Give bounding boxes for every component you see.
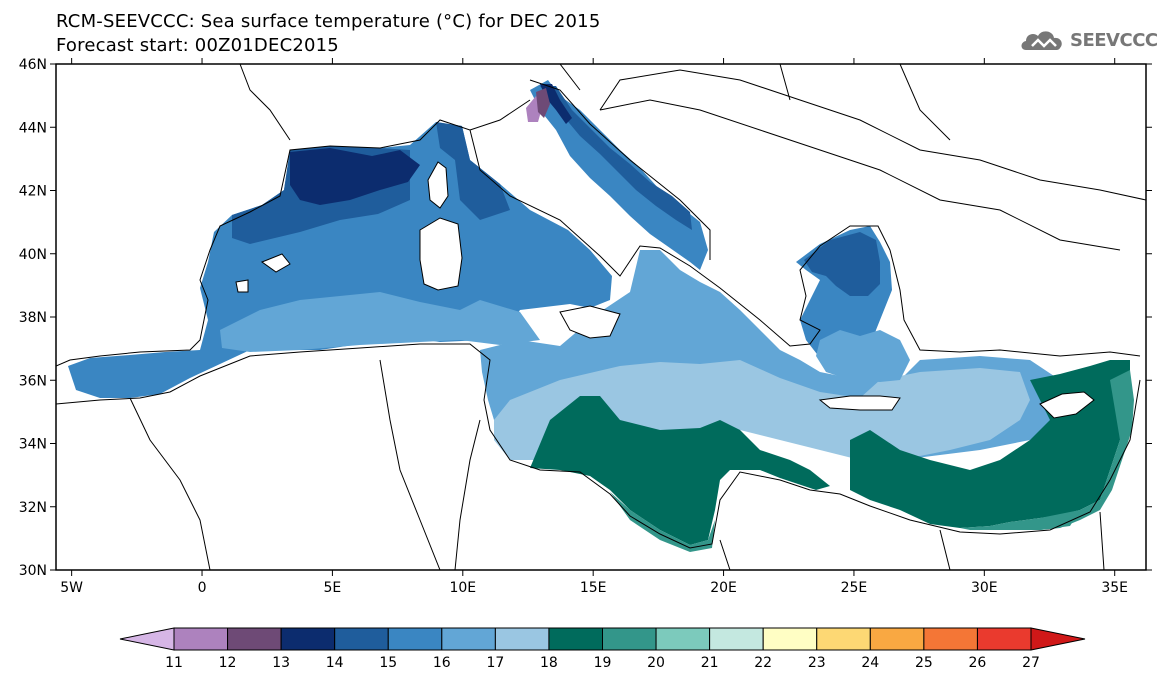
- colorbar-box: [387, 627, 443, 651]
- lon-tick-label: 5W: [60, 580, 83, 596]
- algerian-basin-17: [220, 292, 540, 352]
- north-aegean-15: [804, 232, 880, 296]
- lon-tick-label: 25E: [841, 580, 868, 596]
- lon-tick-label: 30E: [971, 580, 998, 596]
- colorbar-label: 20: [647, 655, 665, 671]
- lon-tick-label: 20E: [710, 580, 737, 596]
- colorbar-label: 15: [379, 655, 397, 671]
- sicily: [559, 305, 621, 339]
- colorbar-box: [602, 627, 657, 651]
- gulf-of-sidra-20: [610, 492, 715, 552]
- south-aegean-17: [816, 330, 910, 382]
- lon-tick-label: 35E: [1101, 580, 1128, 596]
- colorbar-label: 11: [165, 655, 183, 671]
- colorbar: 11 12 13 14 15 16 17 18 19 20 21 22 23 24 25 26 27: [119, 627, 1086, 671]
- sardinia: [419, 217, 463, 291]
- colorbar-box: [923, 627, 978, 651]
- colorbar-box: [869, 627, 925, 651]
- colorbar-label: 26: [969, 655, 987, 671]
- colorbar-box: [762, 627, 818, 651]
- lon-tick-label: 0: [198, 580, 207, 596]
- colorbar-box: [173, 627, 229, 651]
- map-title: RCM-SEEVCCC: Sea surface temperature (°C…: [56, 11, 601, 32]
- nile-delta-20: [960, 510, 1080, 530]
- coastlines: [56, 64, 1146, 570]
- colorbar-label: 14: [326, 655, 344, 671]
- adriatic-15: [540, 86, 692, 230]
- lon-tick-label: 15E: [580, 580, 607, 596]
- forecast-start-label: Forecast start: 00Z01DEC2015: [56, 35, 339, 56]
- north-adriatic-14: [540, 84, 572, 124]
- lat-tick-label: 36N: [19, 373, 47, 389]
- colorbar-label: 22: [754, 655, 772, 671]
- colorbar-box: [494, 627, 550, 651]
- colorbar-label: 19: [594, 655, 612, 671]
- colorbar-label: 21: [701, 655, 719, 671]
- lat-tick-label: 34N: [19, 437, 47, 453]
- gulf-of-lion-14: [290, 148, 420, 205]
- colorbar-left-arrow: [119, 627, 175, 651]
- levant-coast-20: [1040, 370, 1134, 530]
- colorbar-label: 13: [272, 655, 290, 671]
- lat-tick-label: 46N: [19, 57, 47, 73]
- colorbar-box: [548, 627, 603, 651]
- colorbar-label: 17: [486, 655, 504, 671]
- colorbar-box: [709, 627, 764, 651]
- lat-tick-label: 40N: [19, 247, 47, 263]
- colorbar-box: [280, 627, 336, 651]
- lat-tick-label: 32N: [19, 500, 47, 516]
- colorbar-label: 25: [915, 655, 933, 671]
- axis-ticks: 30N 32N 34N 36N 38N 40N 42N 44N 46N 5W 0 5E 10E 15E 20…: [19, 57, 1152, 596]
- colorbar-box: [227, 627, 282, 651]
- colorbar-label: 16: [433, 655, 451, 671]
- corsica: [427, 161, 449, 209]
- colorbar-label: 12: [219, 655, 237, 671]
- colorbar-box: [655, 627, 711, 651]
- colorbar-label: 23: [808, 655, 826, 671]
- lat-tick-label: 44N: [19, 120, 47, 136]
- colorbar-label: 24: [861, 655, 879, 671]
- lat-tick-label: 30N: [19, 563, 47, 579]
- sst-field: [56, 64, 1146, 570]
- colorbar-right-arrow: [1030, 627, 1086, 651]
- crete: [818, 395, 901, 411]
- colorbar-box: [334, 627, 389, 651]
- colorbar-box: [441, 627, 496, 651]
- colorbar-box: [816, 627, 871, 651]
- seevccc-logo: SEEVCCC: [1018, 24, 1158, 58]
- libyan-sea-19: [530, 396, 830, 545]
- lon-tick-label: 10E: [449, 580, 476, 596]
- lat-tick-label: 42N: [19, 184, 47, 200]
- ligurian-sea-15: [436, 122, 510, 220]
- colorbar-box: [976, 627, 1032, 651]
- lon-tick-label: 5E: [324, 580, 342, 596]
- cyprus: [1039, 391, 1095, 419]
- lat-tick-label: 38N: [19, 310, 47, 326]
- colorbar-label: 27: [1022, 655, 1040, 671]
- cloud-icon: [1021, 31, 1062, 50]
- north-adriatic-13: [536, 88, 550, 118]
- colorbar-label: 18: [540, 655, 558, 671]
- logo-text: SEEVCCC: [1070, 30, 1158, 51]
- balearics: [235, 253, 291, 293]
